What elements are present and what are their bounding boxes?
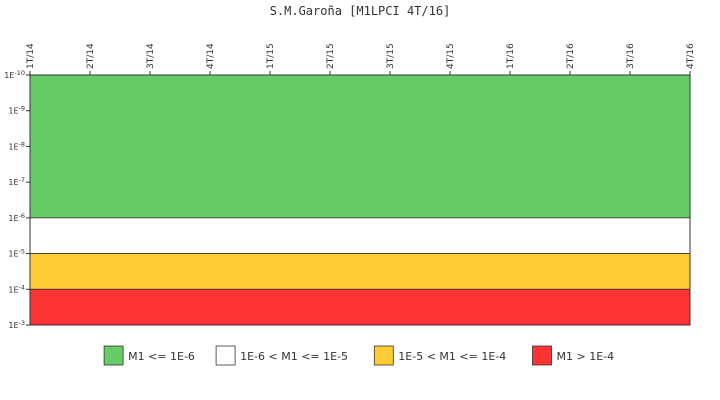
chart-title: S.M.Garoña [M1LPCI 4T/16] bbox=[270, 4, 451, 18]
legend-swatch-2 bbox=[373, 345, 394, 366]
x-tick-label: 4T/14 bbox=[206, 43, 216, 69]
legend-label-1: 1E-6 < M1 <= 1E-5 bbox=[240, 350, 348, 363]
legend: M1 <= 1E-6 1E-6 < M1 <= 1E-5 1E-5 < M1 <= … bbox=[103, 345, 615, 366]
y-tick-label: 1E-6 bbox=[8, 212, 25, 223]
y-tick-label: 1E-10 bbox=[4, 69, 25, 80]
y-tick-label: 1E-7 bbox=[8, 176, 25, 187]
x-axis: 1T/14 2T/14 3T/14 4T/14 1T/15 2T/15 3T/15 4T/15… bbox=[26, 43, 696, 75]
x-tick-label: 3T/15 bbox=[386, 43, 396, 69]
legend-swatch-1 bbox=[215, 345, 236, 366]
x-tick-label: 3T/14 bbox=[146, 43, 156, 69]
legend-label-0: M1 <= 1E-6 bbox=[128, 350, 195, 363]
band-1 bbox=[29, 217, 691, 254]
band-3 bbox=[29, 288, 691, 326]
y-tick-label: 1E-5 bbox=[8, 248, 25, 259]
band-2 bbox=[29, 253, 691, 290]
plot-frame bbox=[29, 74, 691, 326]
x-tick-label: 3T/16 bbox=[626, 43, 636, 69]
y-axis: 1E-10 1E-9 1E-8 1E-7 1E-6 1E-5 1E-4 1E-3 bbox=[4, 69, 30, 330]
x-tick-label: 4T/15 bbox=[446, 43, 456, 69]
x-tick-label: 1T/14 bbox=[26, 43, 36, 69]
x-tick-label: 2T/16 bbox=[566, 43, 576, 69]
band-0 bbox=[29, 74, 691, 219]
y-tick-label: 1E-9 bbox=[8, 105, 25, 116]
legend-swatch-0 bbox=[103, 345, 124, 366]
x-tick-label: 1T/15 bbox=[266, 43, 276, 69]
y-tick-label: 1E-8 bbox=[8, 140, 25, 151]
x-tick-label: 2T/14 bbox=[86, 43, 96, 69]
x-tick-label: 2T/15 bbox=[326, 43, 336, 69]
x-tick-label: 1T/16 bbox=[506, 43, 516, 69]
legend-swatch-3 bbox=[532, 345, 552, 366]
bands-layer bbox=[29, 74, 691, 326]
x-tick-label: 4T/16 bbox=[686, 43, 696, 69]
legend-label-2: 1E-5 < M1 <= 1E-4 bbox=[398, 350, 506, 363]
legend-label-3: M1 > 1E-4 bbox=[557, 350, 615, 363]
y-tick-label: 1E-4 bbox=[8, 283, 25, 294]
y-tick-label: 1E-3 bbox=[8, 319, 25, 330]
